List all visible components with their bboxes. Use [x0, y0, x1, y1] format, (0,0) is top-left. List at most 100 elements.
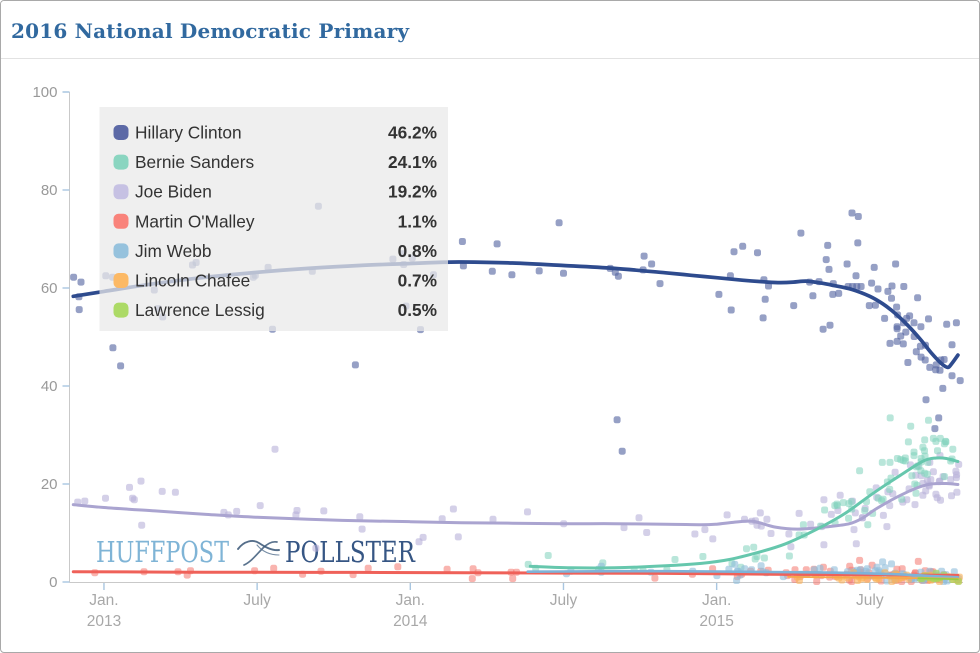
poll-point-clinton: [761, 295, 769, 303]
axes: 0 20 40 60 80 100 Jan. 2013 July Jan. 2014 July Jan.…: [32, 84, 963, 630]
legend-row-clinton: Hillary Clinton 46.2%: [113, 123, 437, 143]
poll-point-biden: [438, 515, 446, 523]
poll-point-biden: [947, 476, 955, 484]
x-tick-label: Jan.: [89, 592, 118, 609]
poll-point-omalley: [270, 564, 278, 572]
poll-point-clinton: [835, 289, 843, 297]
poll-point-clinton: [892, 260, 900, 268]
poll-point-sanders: [940, 473, 948, 481]
poll-point-biden: [820, 541, 828, 549]
poll-point-omalley: [651, 574, 659, 582]
x-tick-label: July: [243, 592, 271, 609]
poll-point-clinton: [797, 229, 805, 237]
poll-point-biden: [449, 505, 457, 513]
poll-point-clinton: [935, 414, 943, 422]
logo-word-pollster: POLLSTER: [285, 535, 416, 569]
poll-point-clinton: [829, 290, 837, 298]
poll-point-webb: [879, 558, 887, 566]
x-tick-label: Jan.: [396, 592, 425, 609]
x-tick-label: July: [856, 592, 884, 609]
poll-point-webb: [888, 560, 895, 568]
poll-point-clinton: [893, 323, 901, 331]
chart-title: 2016 National Democratic Primary: [11, 19, 410, 43]
y-tick-label: 60: [41, 280, 58, 297]
poll-point-clinton: [906, 312, 914, 320]
poll-point-biden: [785, 530, 793, 538]
poll-point-clinton: [555, 219, 563, 227]
poll-point-clinton: [613, 416, 621, 424]
points-sanders: [524, 414, 957, 575]
poll-point-sanders: [699, 553, 707, 560]
poll-point-clinton: [739, 242, 747, 250]
poll-point-biden: [836, 491, 844, 499]
poll-point-biden: [795, 509, 803, 517]
poll-point-clinton: [912, 348, 920, 356]
poll-chart: 0 20 40 60 80 100 Jan. 2013 July Jan. 2014 July Jan.…: [32, 84, 964, 630]
poll-point-clinton: [754, 249, 761, 257]
legend-swatch-lessig: [113, 302, 129, 318]
legend-row-omalley: Martin O'Malley 1.1%: [113, 211, 437, 231]
legend-swatch-clinton: [113, 125, 129, 140]
poll-point-biden: [820, 496, 828, 504]
poll-point-clinton: [952, 319, 960, 327]
poll-point-sanders: [907, 422, 915, 430]
poll-point-biden: [937, 496, 944, 504]
poll-point-clinton: [75, 306, 83, 314]
poll-point-omalley: [443, 565, 451, 573]
pollster-swoosh-icon: [243, 540, 278, 566]
poll-point-clinton: [727, 306, 735, 314]
legend-label: Hillary Clinton: [135, 123, 242, 143]
poll-point-clinton: [493, 240, 501, 248]
legend-label: Lincoln Chafee: [135, 271, 250, 291]
poll-point-biden: [709, 535, 717, 543]
poll-point-clinton: [640, 252, 648, 260]
poll-point-clinton: [790, 302, 798, 310]
poll-point-sanders: [799, 521, 807, 529]
poll-point-webb: [816, 564, 824, 572]
poll-point-sanders: [544, 552, 552, 559]
poll-point-clinton: [825, 265, 833, 273]
poll-point-clinton: [939, 384, 947, 392]
poll-point-clinton: [940, 356, 948, 363]
poll-point-clinton: [70, 273, 78, 281]
legend-row-lessig: Lawrence Lessig 0.5%: [113, 300, 437, 320]
poll-point-chafee: [905, 575, 913, 583]
poll-point-clinton: [868, 279, 876, 287]
poll-point-clinton: [656, 280, 664, 288]
poll-point-sanders: [921, 447, 928, 455]
poll-point-clinton: [925, 315, 932, 323]
poll-point-clinton: [943, 320, 951, 328]
legend-label: Joe Biden: [135, 182, 212, 202]
poll-point-clinton: [730, 248, 738, 256]
poll-point-clinton: [900, 283, 908, 290]
legend-swatch-sanders: [113, 154, 129, 170]
poll-point-webb: [950, 568, 958, 576]
poll-point-biden: [419, 533, 427, 541]
poll-point-clinton: [893, 337, 901, 345]
poll-point-clinton: [881, 314, 889, 322]
poll-point-clinton: [874, 285, 882, 293]
poll-point-biden: [138, 521, 146, 529]
legend-value: 0.5%: [398, 300, 437, 320]
poll-point-clinton: [857, 283, 865, 290]
poll-point-biden: [356, 513, 364, 521]
poll-point-clinton: [351, 361, 359, 369]
poll-point-clinton: [77, 278, 85, 286]
poll-point-clinton: [824, 241, 832, 249]
poll-point-sanders: [898, 495, 906, 503]
x-tick-year: 2013: [87, 613, 121, 630]
poll-point-biden: [886, 502, 894, 510]
poll-point-clinton: [854, 213, 862, 220]
legend-swatch-biden: [113, 184, 129, 200]
poll-point-clinton: [819, 325, 827, 333]
poll-point-clinton: [843, 260, 851, 268]
poll-point-webb: [863, 565, 871, 573]
y-tick-label: 40: [41, 378, 58, 395]
legend-swatch-chafee: [113, 273, 129, 288]
poll-point-clinton: [931, 425, 939, 433]
poll-point-clinton: [921, 356, 929, 364]
poll-point-sanders: [743, 545, 750, 553]
poll-point-biden: [756, 509, 764, 517]
poll-point-biden: [102, 494, 109, 502]
